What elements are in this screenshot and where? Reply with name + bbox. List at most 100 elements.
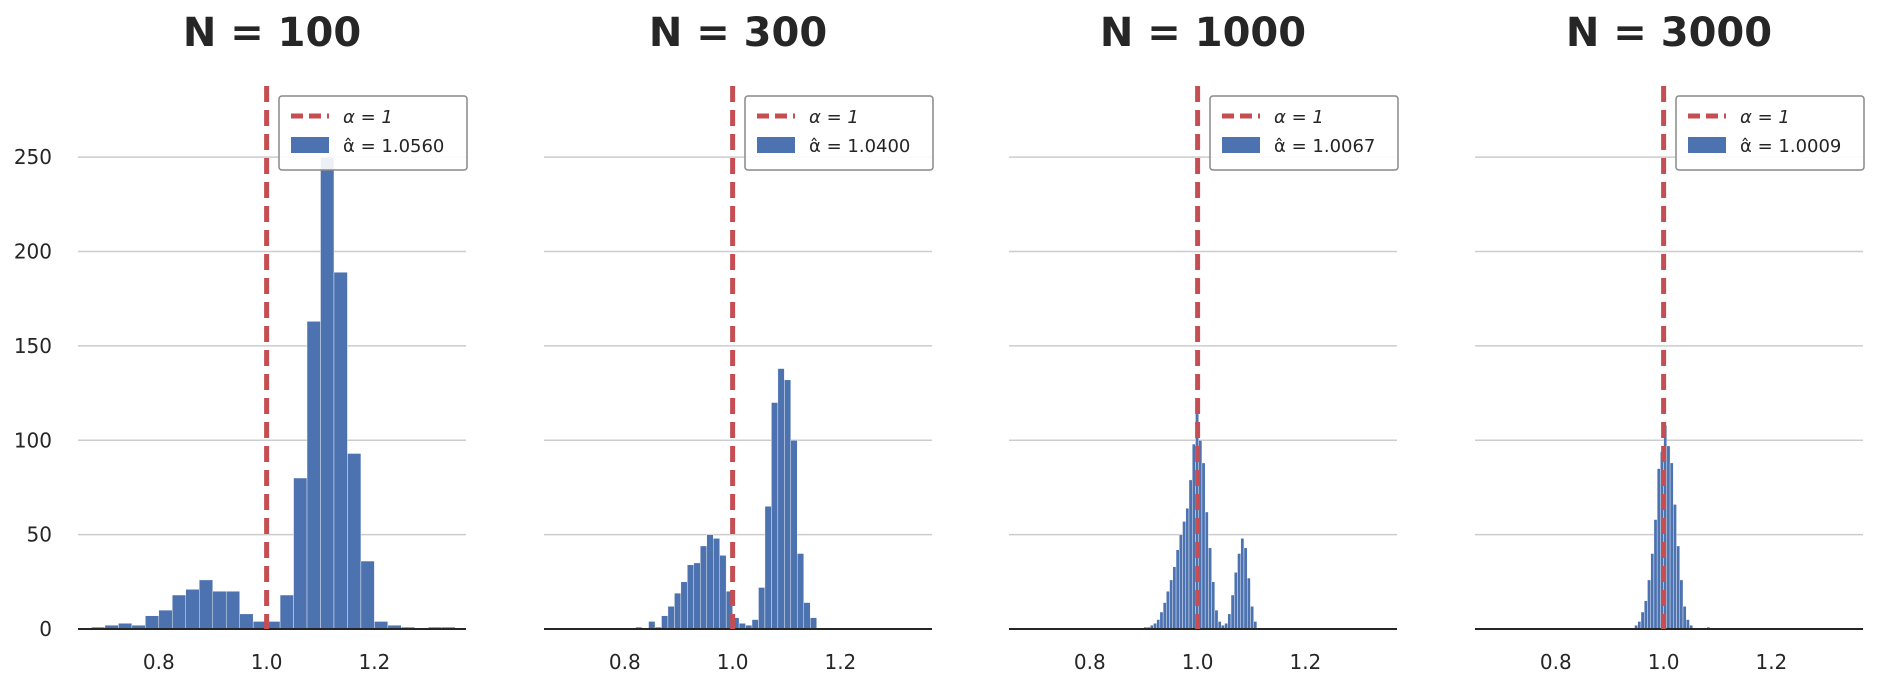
histogram-bar (1666, 445, 1671, 630)
histogram-bar (347, 453, 362, 630)
y-tick-label: 250 (14, 145, 52, 169)
histogram-bar (713, 538, 720, 630)
histogram-bar (1656, 468, 1661, 630)
histogram-bar (719, 555, 727, 630)
x-tick-label: 1.0 (1648, 650, 1680, 674)
histogram-bar (758, 587, 766, 630)
histogram-bar (1653, 519, 1658, 630)
histogram-bar (1669, 462, 1674, 630)
histogram-bar (1214, 609, 1219, 630)
histogram-bar (1169, 579, 1174, 630)
legend-label-alpha: α = 1 (809, 107, 859, 128)
histogram-bar (1253, 621, 1258, 630)
histogram-bar (1208, 547, 1212, 630)
histogram-bar (1644, 600, 1648, 630)
histogram-bar (1676, 545, 1680, 630)
x-tick-label: 0.8 (143, 650, 175, 674)
panel-2: N = 300 0.8 1.0 1.2 α = 1 α̂ = 1.0400 (544, 10, 934, 674)
x-tick-label: 1.0 (251, 650, 283, 674)
histogram-bar (1234, 572, 1238, 630)
panel-title: N = 100 (183, 10, 361, 56)
histogram-bar (784, 379, 792, 630)
histogram-bar (279, 594, 294, 630)
histogram-bar (700, 545, 707, 630)
legend-label-alpha-hat: α̂ = 1.0560 (343, 136, 444, 157)
histogram-bar (751, 619, 759, 630)
y-tick-label: 200 (14, 240, 52, 264)
histogram-bar (803, 602, 811, 630)
histogram-bar (239, 613, 254, 630)
histogram-bar (1227, 613, 1232, 630)
panel-1: N = 100 0 50 100 150 200 250 0.8 1.0 1.2 α = 1 α̂ =… (14, 10, 468, 674)
histogram-bar (360, 560, 375, 630)
histogram-bar (764, 506, 772, 630)
histogram-bar (1204, 511, 1209, 630)
y-tick-label: 0 (39, 617, 52, 641)
panel-title: N = 1000 (1100, 10, 1306, 56)
histogram-bar (1679, 579, 1684, 630)
x-tick-label: 1.0 (1182, 650, 1214, 674)
histogram-bar (333, 272, 348, 630)
histogram-bar (1156, 619, 1161, 630)
histogram-bar (1237, 553, 1241, 630)
legend-bar-swatch (1688, 137, 1726, 153)
histogram-bar (1175, 549, 1180, 630)
x-tick-label: 1.2 (824, 650, 856, 674)
histogram-bar (1637, 621, 1642, 630)
legend-label-alpha-hat: α̂ = 1.0009 (1740, 136, 1841, 157)
x-tick-label: 1.2 (358, 650, 390, 674)
histogram-bar (212, 591, 227, 630)
y-tick-label: 150 (14, 334, 52, 358)
histogram-bar (771, 402, 779, 630)
histogram-bar (374, 621, 389, 630)
histogram-bar (306, 321, 321, 630)
histogram-bar (1647, 579, 1651, 630)
histogram-bar (1162, 602, 1167, 630)
legend-bar-swatch (291, 137, 329, 153)
histogram-bar (199, 579, 213, 630)
x-tick-label: 0.8 (609, 650, 641, 674)
histogram-bar (693, 562, 701, 630)
histogram-bar (648, 621, 656, 630)
histogram-bar (1650, 553, 1655, 630)
panel-title: N = 300 (649, 10, 827, 56)
histogram-bar (172, 594, 186, 630)
histogram-bar (810, 617, 817, 630)
panel-4: N = 3000 0.8 1.0 1.2 α = 1 α̂ = 1.0009 (1475, 10, 1865, 674)
histogram-bar (1246, 577, 1251, 630)
histogram-bar (1230, 594, 1235, 630)
histogram-bar (1243, 547, 1248, 630)
histogram-bar (1240, 538, 1245, 630)
histogram-bar (706, 534, 714, 630)
histogram-bar (1673, 504, 1677, 630)
histogram-bar (225, 591, 240, 630)
histogram-bar (185, 589, 200, 630)
y-tick-label: 50 (27, 523, 52, 547)
histogram-bar (1192, 443, 1196, 630)
legend-label-alpha-hat: α̂ = 1.0067 (1274, 136, 1375, 157)
legend-label-alpha-hat: α̂ = 1.0400 (809, 136, 910, 157)
x-tick-label: 1.2 (1289, 650, 1321, 674)
histogram-bar (1682, 606, 1687, 630)
histogram-bar (680, 581, 688, 630)
legend-bar-swatch (1222, 137, 1260, 153)
legend-bar-swatch (757, 137, 795, 153)
histogram-bar (1159, 611, 1164, 630)
histogram-bar (777, 368, 785, 630)
histogram-bar (1182, 521, 1186, 630)
histogram-bar (1201, 462, 1206, 630)
legend-label-alpha: α = 1 (1274, 107, 1324, 128)
histogram-bar (1185, 508, 1190, 630)
x-tick-label: 1.0 (717, 650, 749, 674)
histogram-bar (687, 564, 695, 630)
histogram-bar (158, 609, 173, 630)
panel-3: N = 1000 0.8 1.0 1.2 α = 1 α̂ = 1.0067 (1009, 10, 1399, 674)
x-tick-label: 0.8 (1074, 650, 1106, 674)
histogram-bar (1217, 621, 1222, 630)
histogram-bar (797, 553, 804, 630)
histogram-bar (667, 606, 675, 630)
histogram-bar (1179, 534, 1183, 630)
histogram-bar (1250, 606, 1254, 630)
histogram-bar (1188, 479, 1193, 630)
histogram-bar (790, 440, 798, 630)
